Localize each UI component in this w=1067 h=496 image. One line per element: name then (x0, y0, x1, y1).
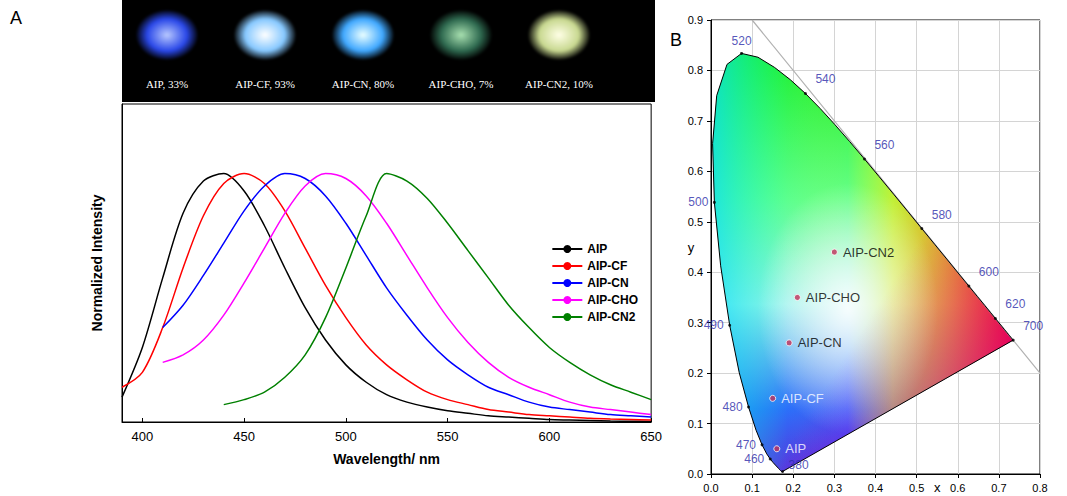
svg-text:480: 480 (723, 400, 743, 414)
svg-text:AIP-CN: AIP-CN (798, 335, 842, 350)
svg-text:650: 650 (640, 429, 662, 444)
svg-text:0.4: 0.4 (868, 482, 883, 494)
svg-text:y: y (688, 240, 695, 255)
svg-text:AIP-CN: AIP-CN (587, 276, 628, 290)
svg-text:380: 380 (789, 458, 809, 472)
svg-text:0.6: 0.6 (688, 165, 703, 177)
svg-text:AIP-CHO: AIP-CHO (587, 293, 638, 307)
svg-text:0.2: 0.2 (688, 367, 703, 379)
svg-text:0.5: 0.5 (909, 482, 924, 494)
svg-text:0.5: 0.5 (688, 216, 703, 228)
svg-text:540: 540 (815, 72, 835, 86)
svg-text:470: 470 (736, 438, 756, 452)
svg-text:Normalized Intensity: Normalized Intensity (89, 194, 105, 331)
svg-text:0.8: 0.8 (688, 64, 703, 76)
svg-text:AIP-CF: AIP-CF (781, 391, 824, 406)
svg-text:500: 500 (335, 429, 357, 444)
svg-text:AIP: AIP (587, 242, 607, 256)
html-text:AIP-CHO, 7%: AIP-CHO, 7% (428, 78, 494, 90)
svg-text:0.3: 0.3 (688, 317, 703, 329)
svg-text:0.0: 0.0 (688, 468, 703, 480)
svg-text:600: 600 (539, 429, 561, 444)
svg-text:0.8: 0.8 (1032, 482, 1047, 494)
svg-text:550: 550 (437, 429, 459, 444)
svg-text:520: 520 (732, 34, 752, 48)
svg-text:0.0: 0.0 (703, 482, 718, 494)
svg-text:600: 600 (979, 265, 999, 279)
html-text:AIP-CN2, 10%: AIP-CN2, 10% (525, 78, 593, 90)
svg-text:450: 450 (233, 429, 255, 444)
html-text:AIP-CN, 80%: AIP-CN, 80% (331, 78, 395, 90)
svg-text:0.2: 0.2 (786, 482, 801, 494)
svg-text:0.1: 0.1 (744, 482, 759, 494)
html-text:A: A (10, 8, 22, 28)
svg-text:400: 400 (132, 429, 154, 444)
svg-text:500: 500 (688, 195, 708, 209)
svg-text:490: 490 (704, 318, 724, 332)
svg-text:AIP-CN2: AIP-CN2 (587, 310, 635, 324)
svg-text:AIP: AIP (785, 441, 806, 456)
svg-text:AIP-CN2: AIP-CN2 (843, 245, 894, 260)
html-text:AIP-CF, 93%: AIP-CF, 93% (235, 78, 295, 90)
svg-text:0.3: 0.3 (827, 482, 842, 494)
html-text:AIP, 33%: AIP, 33% (145, 78, 189, 90)
svg-text:560: 560 (874, 138, 894, 152)
svg-text:460: 460 (744, 452, 764, 466)
svg-text:0.9: 0.9 (688, 14, 703, 26)
svg-text:AIP-CF: AIP-CF (587, 259, 627, 273)
svg-text:620: 620 (1005, 297, 1025, 311)
html-text:B: B (670, 30, 682, 50)
svg-text:x: x (934, 480, 941, 495)
svg-text:580: 580 (932, 208, 952, 222)
svg-text:0.7: 0.7 (991, 482, 1006, 494)
svg-text:0.4: 0.4 (688, 266, 703, 278)
svg-text:Wavelength/ nm: Wavelength/ nm (333, 451, 440, 467)
svg-text:AIP-CHO: AIP-CHO (806, 290, 860, 305)
svg-text:0.1: 0.1 (688, 418, 703, 430)
svg-text:700: 700 (1023, 319, 1043, 333)
svg-text:0.7: 0.7 (688, 115, 703, 127)
svg-text:0.6: 0.6 (950, 482, 965, 494)
